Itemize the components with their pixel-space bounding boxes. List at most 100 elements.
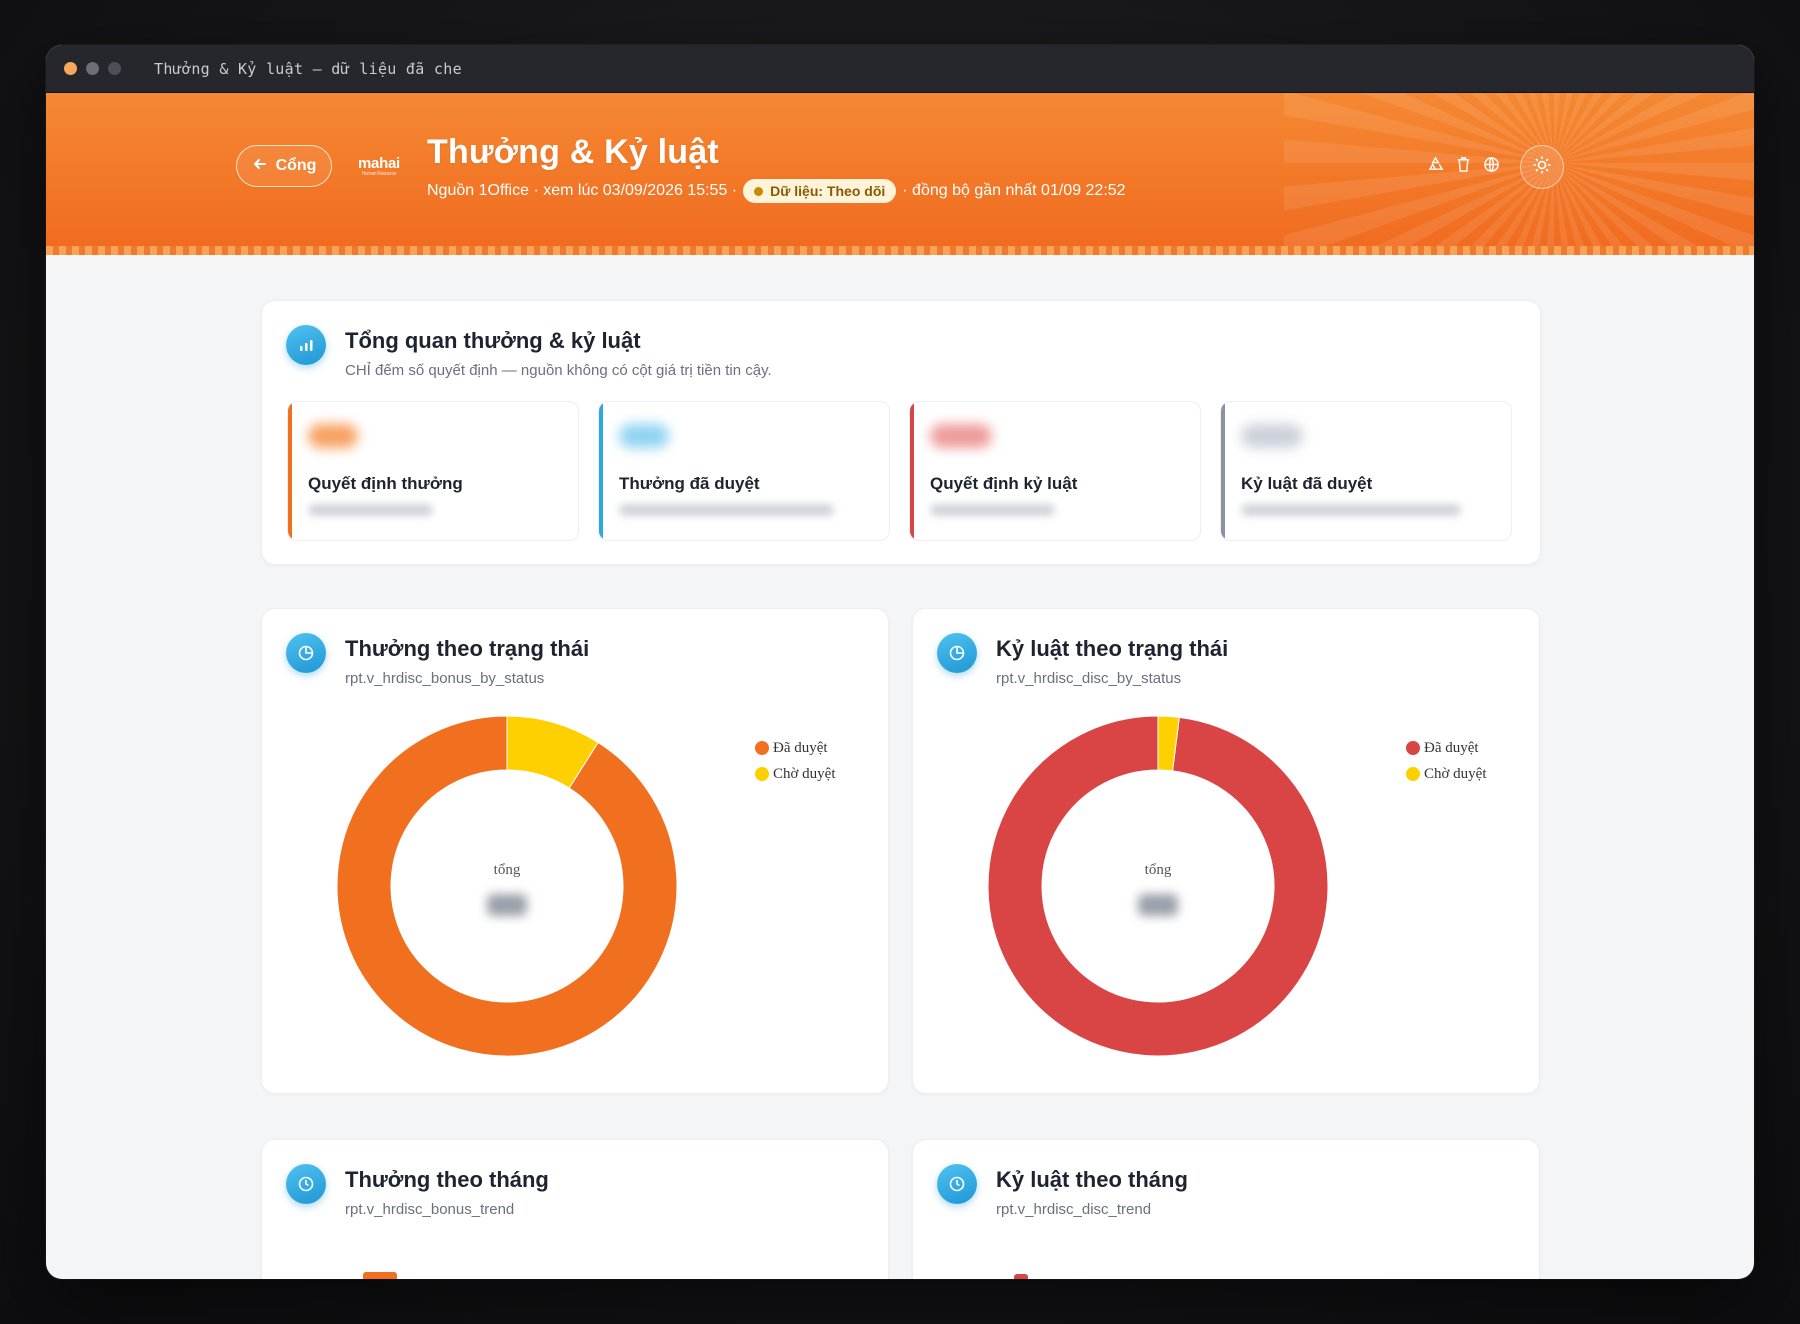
sync-info: · đồng bộ gần nhất 01/09 22:52 bbox=[902, 182, 1126, 199]
donut-slice-pending[interactable] bbox=[506, 716, 599, 789]
disc-trend-subtitle: rpt.v_hrdisc_disc_trend bbox=[996, 1201, 1152, 1218]
kpi-value-redacted bbox=[308, 424, 358, 448]
header-ray bbox=[1554, 93, 1561, 163]
kpi-bonus-approved[interactable]: Thưởng đã duyệt bbox=[598, 401, 890, 541]
decorative-rays bbox=[1284, 93, 1754, 255]
status-dot-icon bbox=[754, 186, 764, 196]
kpi-bonus-decisions[interactable]: Quyết định thưởng bbox=[287, 401, 579, 541]
back-to-portal-button[interactable]: Cổng bbox=[236, 145, 332, 187]
page-header: Cổng mahai Human Resource Thưởng & Kỷ lu… bbox=[46, 93, 1754, 255]
header-ray bbox=[1554, 127, 1754, 163]
data-status-badge: Dữ liệu: Theo dõi bbox=[743, 179, 897, 203]
header-ray bbox=[1284, 93, 1554, 163]
header-ray bbox=[1554, 163, 1754, 181]
kpi-label: Quyết định thưởng bbox=[308, 474, 463, 493]
kpi-accent-bar bbox=[599, 402, 603, 540]
overview-card: Tổng quan thưởng & kỷ luật CHỈ đếm số qu… bbox=[261, 300, 1541, 565]
header-ray bbox=[1554, 163, 1754, 217]
back-label: Cổng bbox=[275, 157, 317, 174]
disc-trend-title: Kỷ luật theo tháng bbox=[996, 1167, 1188, 1192]
clock-icon bbox=[286, 1164, 326, 1204]
kpi-label: Kỷ luật đã duyệt bbox=[1241, 474, 1373, 493]
title-bar: Thưởng & Kỷ luật — dữ liệu đã che bbox=[46, 45, 1754, 93]
donut-slice-approved[interactable] bbox=[988, 716, 1328, 1056]
kpi-discipline-approved[interactable]: Kỷ luật đã duyệt bbox=[1220, 401, 1512, 541]
source-info: Nguồn 1Office · xem lúc 03/09/2026 15:55… bbox=[427, 182, 738, 199]
recycle-icon[interactable] bbox=[1426, 155, 1444, 173]
page-title: Thưởng & Kỷ luật bbox=[427, 133, 719, 171]
kpi-value-redacted bbox=[930, 424, 992, 448]
status-badge-label: Dữ liệu: Theo dõi bbox=[770, 183, 886, 199]
kpi-note-redacted bbox=[1241, 504, 1461, 516]
pie-chart-icon bbox=[937, 633, 977, 673]
bonus-status-donut: tổng bbox=[337, 716, 677, 1056]
disc-status-card: Kỷ luật theo trạng thái rpt.v_hrdisc_dis… bbox=[912, 608, 1540, 1094]
kpi-accent-bar bbox=[910, 402, 914, 540]
header-ray bbox=[1284, 163, 1554, 211]
bonus-trend-card: Thưởng theo tháng rpt.v_hrdisc_bonus_tre… bbox=[261, 1139, 889, 1279]
legend-swatch bbox=[1406, 741, 1420, 755]
legend-item[interactable]: Chờ duyệt bbox=[1406, 761, 1487, 787]
bar-chart-icon bbox=[286, 325, 326, 365]
legend-swatch bbox=[755, 767, 769, 781]
legend-item[interactable]: Chờ duyệt bbox=[755, 761, 836, 787]
legend-label: Chờ duyệt bbox=[1424, 765, 1487, 782]
company-logo: mahai Human Resource bbox=[358, 155, 400, 177]
globe-icon[interactable] bbox=[1482, 155, 1500, 173]
header-ray bbox=[1284, 163, 1554, 255]
header-ray bbox=[1422, 163, 1554, 255]
minimize-window-button[interactable] bbox=[86, 62, 99, 75]
page-subtitle: Nguồn 1Office · xem lúc 03/09/2026 15:55… bbox=[427, 179, 1126, 203]
trash-icon[interactable] bbox=[1454, 155, 1472, 173]
trend-bar[interactable] bbox=[363, 1272, 397, 1279]
arrow-left-icon bbox=[252, 156, 268, 177]
kpi-note-redacted bbox=[619, 504, 834, 516]
bonus-status-legend: Đã duyệt Chờ duyệt bbox=[755, 735, 836, 787]
disc-status-legend: Đã duyệt Chờ duyệt bbox=[1406, 735, 1487, 787]
legend-item[interactable]: Đã duyệt bbox=[1406, 735, 1487, 761]
pie-chart-icon bbox=[286, 633, 326, 673]
window-title: Thưởng & Kỷ luật — dữ liệu đã che bbox=[154, 59, 462, 78]
logo-text: mahai bbox=[358, 155, 400, 172]
disc-status-title: Kỷ luật theo trạng thái bbox=[996, 636, 1229, 661]
disc-status-subtitle: rpt.v_hrdisc_disc_by_status bbox=[996, 670, 1182, 687]
disc-status-donut: tổng bbox=[988, 716, 1328, 1056]
bonus-status-subtitle: rpt.v_hrdisc_bonus_by_status bbox=[345, 670, 545, 687]
legend-item[interactable]: Đã duyệt bbox=[755, 735, 836, 761]
overview-subtitle: CHỈ đếm số quyết định — nguồn không có c… bbox=[345, 362, 772, 379]
donut-center-label: tổng bbox=[494, 862, 521, 878]
header-ray bbox=[1361, 93, 1554, 163]
header-actions bbox=[1426, 155, 1500, 173]
header-ray bbox=[1554, 93, 1624, 163]
theme-toggle-button[interactable] bbox=[1520, 145, 1564, 189]
header-ray bbox=[1356, 163, 1554, 255]
kpi-value-redacted bbox=[1241, 424, 1303, 448]
header-ray bbox=[1554, 163, 1754, 255]
bonus-status-title: Thưởng theo trạng thái bbox=[345, 636, 590, 661]
kpi-accent-bar bbox=[288, 402, 292, 540]
header-ray bbox=[1554, 93, 1754, 163]
disc-trend-card: Kỷ luật theo tháng rpt.v_hrdisc_disc_tre… bbox=[912, 1139, 1540, 1279]
legend-label: Chờ duyệt bbox=[773, 765, 836, 782]
legend-label: Đã duyệt bbox=[1424, 739, 1479, 756]
kpi-discipline-decisions[interactable]: Quyết định kỷ luật bbox=[909, 401, 1201, 541]
app-window: Thưởng & Kỷ luật — dữ liệu đã che Cổng m… bbox=[46, 45, 1754, 1279]
kpi-note-redacted bbox=[308, 504, 433, 516]
close-window-button[interactable] bbox=[64, 62, 77, 75]
trend-bar[interactable] bbox=[1014, 1274, 1028, 1279]
bonus-status-card: Thưởng theo trạng thái rpt.v_hrdisc_bonu… bbox=[261, 608, 889, 1094]
donut-slice-pending[interactable] bbox=[1157, 716, 1180, 772]
donut-center-label: tổng bbox=[1145, 862, 1172, 878]
header-ray bbox=[1554, 163, 1608, 255]
bonus-trend-title: Thưởng theo tháng bbox=[345, 1167, 549, 1192]
kpi-label: Thưởng đã duyệt bbox=[619, 474, 760, 493]
donut-total-redacted bbox=[487, 894, 527, 916]
clock-icon bbox=[937, 1164, 977, 1204]
logo-tagline: Human Resource bbox=[361, 171, 397, 177]
kpi-label: Quyết định kỷ luật bbox=[930, 474, 1078, 493]
bonus-trend-subtitle: rpt.v_hrdisc_bonus_trend bbox=[345, 1201, 515, 1218]
legend-swatch bbox=[755, 741, 769, 755]
donut-slice-approved[interactable] bbox=[337, 716, 677, 1056]
donut-total-redacted bbox=[1138, 894, 1178, 916]
maximize-window-button[interactable] bbox=[108, 62, 121, 75]
